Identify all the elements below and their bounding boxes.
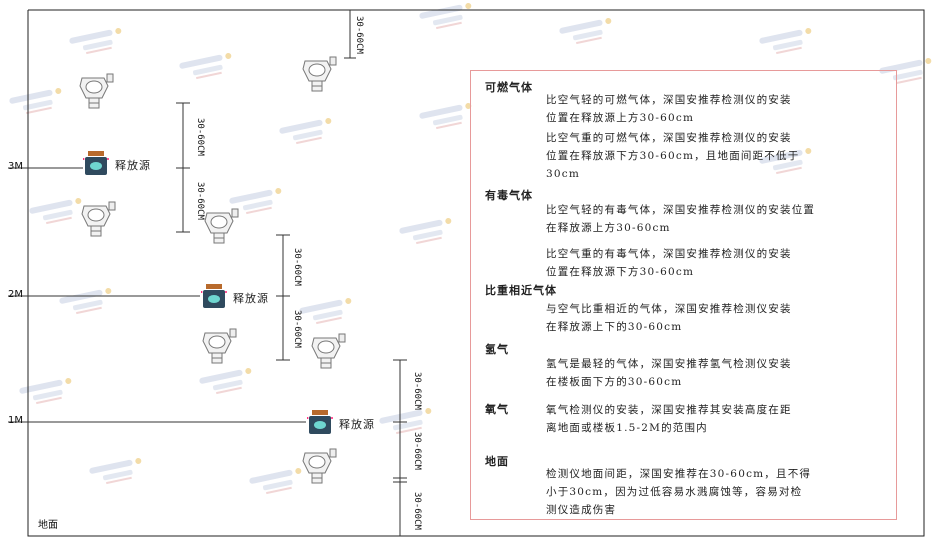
watermark-logo: [198, 364, 261, 398]
watermark-logo: [28, 194, 91, 228]
watermark-logo: [88, 454, 151, 488]
gas-detector-icon: [310, 332, 346, 372]
release-source-label: 释放源: [339, 418, 375, 431]
release-source-icon: [200, 284, 227, 308]
level-1m-label: 1M: [8, 415, 23, 426]
watermark-logo: [278, 114, 341, 148]
dimension-label: 30-60CM: [195, 118, 205, 156]
dimension-label: 30-60CM: [292, 248, 302, 286]
installation-notes-panel: 可燃气体 比空气轻的可燃气体，深国安推荐检测仪的安装 位置在释放源上方30-60c…: [470, 70, 897, 520]
watermark-logo: [178, 49, 241, 83]
section-paragraph: 比空气轻的有毒气体，深国安推荐检测仪的安装位置 在释放源上方30-60cm: [546, 204, 816, 234]
watermark-logo: [398, 214, 461, 248]
dimension-label: 30-60CM: [412, 492, 422, 530]
watermark-logo: [58, 284, 121, 318]
gas-detector-icon: [203, 207, 239, 247]
release-source-label: 释放源: [233, 292, 269, 305]
section-paragraph: 检测仪地面间距，深国安推荐在30-60cm，且不得 小于30cm，因为过低容易水…: [546, 468, 812, 516]
gas-detector-icon: [80, 200, 116, 240]
section-paragraph: 比空气重的可燃气体，深国安推荐检测仪的安装 位置在释放源下方30-60cm，且地…: [546, 132, 800, 180]
dimension-label: 30-60CM: [354, 16, 364, 54]
release-source-icon: [306, 410, 333, 434]
watermark-logo: [228, 184, 291, 218]
watermark-logo: [418, 99, 481, 133]
watermark-logo: [248, 464, 311, 498]
section-paragraph: 氢气是最轻的气体，深国安推荐氢气检测仪安装 在楼板面下方的30-60cm: [546, 358, 792, 388]
release-source-icon: [82, 151, 109, 175]
level-3m-label: 3M: [8, 161, 23, 172]
dimension-label: 30-60CM: [412, 432, 422, 470]
watermark-logo: [758, 24, 821, 58]
watermark-logo: [8, 84, 71, 118]
section-title: 可燃气体: [485, 81, 533, 94]
dimension-label: 30-60CM: [412, 372, 422, 410]
section-title: 有毒气体: [485, 189, 533, 202]
watermark-logo: [68, 24, 131, 58]
gas-detector-icon: [78, 72, 114, 112]
section-paragraph: 氧气检测仪的安装，深国安推荐其安装高度在距 离地面或楼板1.5-2M的范围内: [546, 404, 792, 434]
section-paragraph: 比空气轻的可燃气体，深国安推荐检测仪的安装 位置在释放源上方30-60cm: [546, 94, 792, 124]
level-2m-label: 2M: [8, 289, 23, 300]
watermark-logo: [758, 144, 821, 178]
section-title: 氧气: [485, 403, 509, 416]
watermark-logo: [18, 374, 81, 408]
section-title: 氢气: [485, 343, 509, 356]
section-paragraph: 与空气比重相近的气体，深国安推荐检测仪安装 在释放源上下的30-60cm: [546, 303, 792, 333]
watermark-logo: [418, 0, 481, 33]
section-title: 地面: [485, 455, 509, 468]
watermark-logo: [558, 14, 621, 48]
section-paragraph: 比空气重的有毒气体，深国安推荐检测仪的安装 位置在释放源下方30-60cm: [546, 248, 792, 278]
gas-detector-icon: [201, 327, 237, 367]
dimension-label: 30-60CM: [292, 310, 302, 348]
ground-label: 地面: [38, 520, 58, 531]
watermark-logo: [298, 294, 361, 328]
gas-detector-icon: [301, 447, 337, 487]
gas-detector-icon: [301, 55, 337, 95]
release-source-label: 释放源: [115, 159, 151, 172]
section-title: 比重相近气体: [485, 284, 557, 297]
